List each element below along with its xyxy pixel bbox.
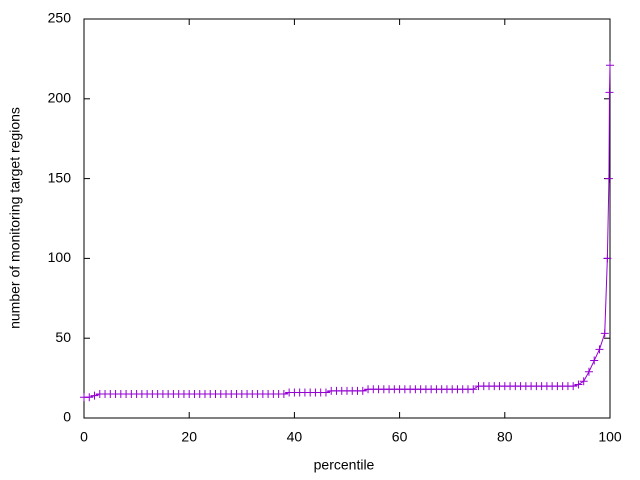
point-marker [574, 380, 583, 389]
point-marker [90, 391, 99, 400]
y-tick-label: 100 [48, 249, 72, 265]
y-tick-label: 250 [48, 10, 72, 26]
x-tick-label: 20 [181, 429, 197, 445]
point-marker [569, 382, 578, 391]
point-marker [321, 388, 330, 397]
point-marker [600, 329, 609, 338]
point-marker [604, 174, 613, 183]
x-axis-label: percentile [314, 457, 375, 473]
y-axis-label: number of monitoring target regions [7, 107, 23, 329]
point-marker [579, 377, 588, 386]
y-tick-label: 200 [48, 90, 72, 106]
x-tick-label: 80 [497, 429, 513, 445]
point-marker [605, 88, 614, 97]
x-tick-label: 40 [287, 429, 303, 445]
point-marker [584, 367, 593, 376]
plot-border [83, 18, 611, 419]
x-tick-label: 0 [80, 429, 88, 445]
y-tick-label: 150 [48, 169, 72, 185]
data-line [84, 65, 611, 398]
y-tick-label: 0 [63, 409, 71, 425]
point-marker [603, 254, 612, 263]
point-marker [590, 356, 599, 365]
point-marker [279, 390, 288, 399]
x-tick-label: 60 [392, 429, 408, 445]
point-marker [358, 386, 367, 395]
point-marker [85, 393, 94, 402]
point-marker [595, 345, 604, 354]
y-tick-label: 50 [55, 329, 71, 345]
x-tick-label: 100 [598, 429, 622, 445]
point-marker [469, 385, 478, 394]
point-marker [606, 61, 614, 70]
